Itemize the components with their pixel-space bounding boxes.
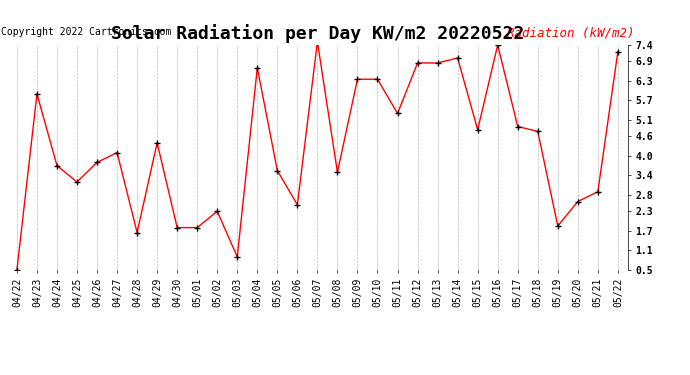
Text: Copyright 2022 Cartronics.com: Copyright 2022 Cartronics.com [1, 27, 171, 37]
Text: Radiation (kW/m2): Radiation (kW/m2) [506, 27, 634, 40]
Title: Solar Radiation per Day KW/m2 20220522: Solar Radiation per Day KW/m2 20220522 [111, 24, 524, 44]
